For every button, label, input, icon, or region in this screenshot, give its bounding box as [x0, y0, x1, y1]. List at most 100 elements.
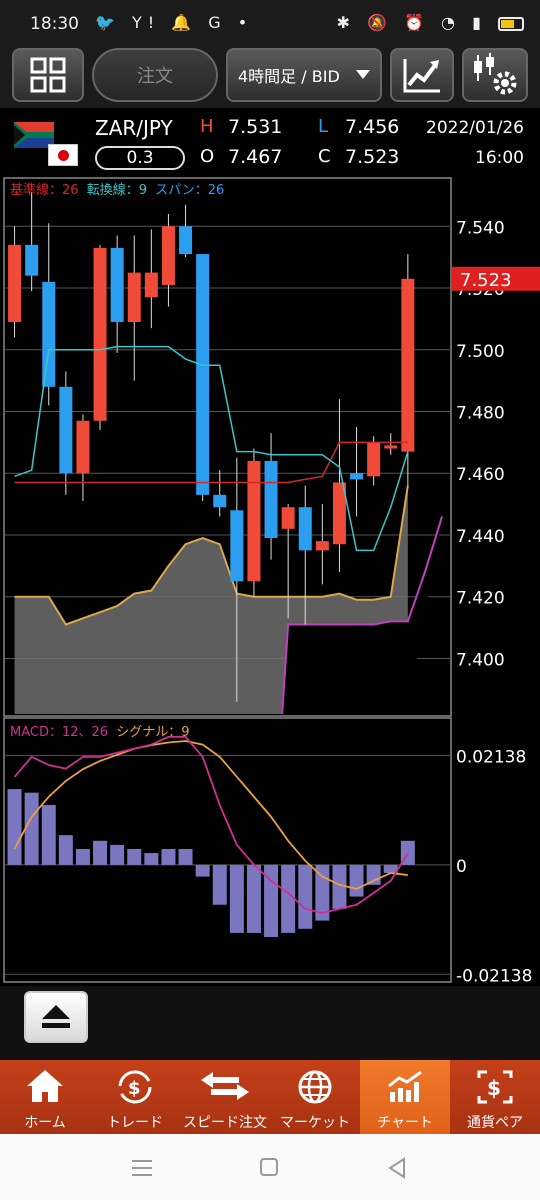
tenkan-legend: 転換線：9 — [87, 182, 147, 198]
quote-time: 16:00 — [475, 148, 524, 168]
nav-home[interactable]: ホーム — [0, 1060, 90, 1134]
chart-area[interactable]: 7.5407.5207.5007.4807.4607.4407.4207.400… — [0, 176, 540, 986]
chart-settings-button[interactable] — [462, 48, 528, 102]
low-label: L — [318, 116, 329, 137]
low-value: 7.456 — [345, 116, 400, 138]
price-tick-label: 7.500 — [456, 342, 505, 362]
back-icon[interactable] — [386, 1157, 408, 1179]
span-lower-line — [281, 516, 444, 715]
candle-down — [230, 510, 244, 582]
layout-grid-button[interactable] — [12, 48, 84, 102]
macd-histogram-bar — [349, 864, 364, 897]
candle-up — [332, 482, 346, 545]
macd-histogram-bar — [93, 840, 108, 865]
kijun-line — [14, 441, 408, 484]
candle-up — [281, 507, 295, 529]
nav-home-label: ホーム — [24, 1115, 66, 1131]
close-value: 7.523 — [345, 146, 400, 168]
alarm-icon: ⏰ — [404, 13, 430, 32]
candle-down — [59, 386, 73, 474]
order-button[interactable]: 注文 — [92, 48, 218, 102]
close-label: C — [318, 146, 331, 167]
nav-speed-order-label: スピード注文 — [183, 1115, 267, 1131]
signal-line — [13, 740, 408, 890]
notification-icons: 🐦 Y! 🔔 G • — [95, 13, 254, 32]
macd-histogram-bar — [41, 804, 56, 865]
candle-down — [264, 460, 278, 539]
candle-down — [110, 247, 124, 322]
macd-histogram-bar — [58, 835, 73, 865]
nav-market-label: マーケット — [280, 1115, 350, 1131]
price-tick-label: 7.540 — [456, 218, 505, 238]
spread-badge: 0.3 — [95, 146, 185, 170]
currency-pair-label: ZAR/JPY — [95, 116, 173, 140]
candle-up — [401, 278, 415, 452]
candle-up — [161, 226, 175, 285]
macd-histogram-bar — [110, 844, 125, 865]
candle-down — [179, 226, 193, 255]
macd-histogram-bar — [161, 848, 176, 865]
macd-histogram-bar — [75, 848, 90, 865]
nav-currency-pair[interactable]: $ 通貨ペア — [450, 1060, 540, 1134]
chart-canvas[interactable]: 7.5407.5207.5007.4807.4607.4407.4207.400… — [0, 176, 540, 986]
bluetooth-icon: ✱ — [336, 13, 356, 32]
chart-icon — [388, 1070, 422, 1102]
price-tick-label: 7.480 — [456, 404, 505, 424]
home-icon — [27, 1070, 63, 1102]
japan-flag-icon — [48, 144, 78, 166]
currency-pair-icon: $ — [477, 1070, 513, 1104]
nav-chart-label: チャート — [377, 1115, 433, 1131]
line-chart-icon — [403, 59, 440, 93]
candle-up — [127, 272, 141, 322]
macd-histogram-bar — [246, 864, 261, 933]
signal-icon: ▮ — [472, 13, 487, 32]
system-navigation-bar — [0, 1134, 540, 1200]
period-label: 4時間足 / BID — [238, 67, 340, 86]
macd-histogram-bar — [298, 864, 313, 929]
period-select[interactable]: 4時間足 / BID — [226, 48, 382, 102]
nav-market[interactable]: マーケット — [270, 1060, 360, 1134]
svg-text:MACD：12、26 シグナル：9: MACD：12、26 シグナル：9 — [10, 725, 189, 740]
status-bar: 18:30 🐦 Y! 🔔 G • ✱ 🔕 ⏰ ◔ ▮ — [0, 0, 540, 44]
candle-down — [25, 244, 39, 276]
candle-down — [196, 254, 210, 495]
dropdown-icon — [356, 70, 370, 79]
nav-trade[interactable]: $ トレード — [90, 1060, 180, 1134]
system-icons: ✱ 🔕 ⏰ ◔ ▮ — [336, 13, 524, 32]
chart-footer — [0, 986, 540, 1060]
home-button-icon[interactable] — [259, 1157, 281, 1179]
candle-up — [8, 244, 22, 322]
chart-toolbar: 注文 4時間足 / BID — [0, 44, 540, 108]
battery-icon — [498, 16, 524, 31]
indicator-button[interactable] — [390, 48, 454, 102]
macd-histogram-bar — [178, 848, 193, 865]
quote-header: ZAR/JPY 0.3 H 7.531 O 7.467 L 7.456 C 7.… — [0, 108, 540, 176]
candle-settings-icon — [474, 53, 517, 95]
macd-histogram-bar — [212, 864, 227, 905]
speed-order-icon — [201, 1072, 249, 1100]
current-price-label: 7.523 — [460, 270, 512, 291]
recent-apps-icon[interactable] — [130, 1158, 154, 1178]
macd-histogram-bar — [24, 792, 39, 865]
tenkan-line — [14, 345, 409, 552]
macd-legend: MACD：12、26 — [10, 725, 108, 740]
candle-down — [42, 281, 56, 387]
nav-chart[interactable]: チャート — [360, 1060, 450, 1134]
kijun-legend: 基準線：26 — [10, 182, 79, 198]
nav-speed-order[interactable]: スピード注文 — [180, 1060, 270, 1134]
trade-icon: $ — [118, 1070, 152, 1104]
high-label: H — [200, 116, 214, 137]
candle-up — [144, 272, 158, 298]
open-value: 7.467 — [228, 146, 283, 168]
collapse-button[interactable] — [24, 991, 88, 1043]
price-tick-label: 7.420 — [456, 589, 505, 609]
svg-text:$: $ — [128, 1078, 141, 1099]
eject-icon — [42, 1005, 70, 1028]
nav-currency-pair-label: 通貨ペア — [467, 1115, 523, 1131]
macd-histogram-bar — [195, 864, 210, 877]
macd-histogram-bar — [366, 864, 381, 885]
macd-tick-label: 0 — [456, 857, 467, 877]
candle-up — [384, 445, 398, 449]
mute-icon: 🔕 — [367, 13, 393, 32]
span-lower-area — [282, 516, 443, 714]
